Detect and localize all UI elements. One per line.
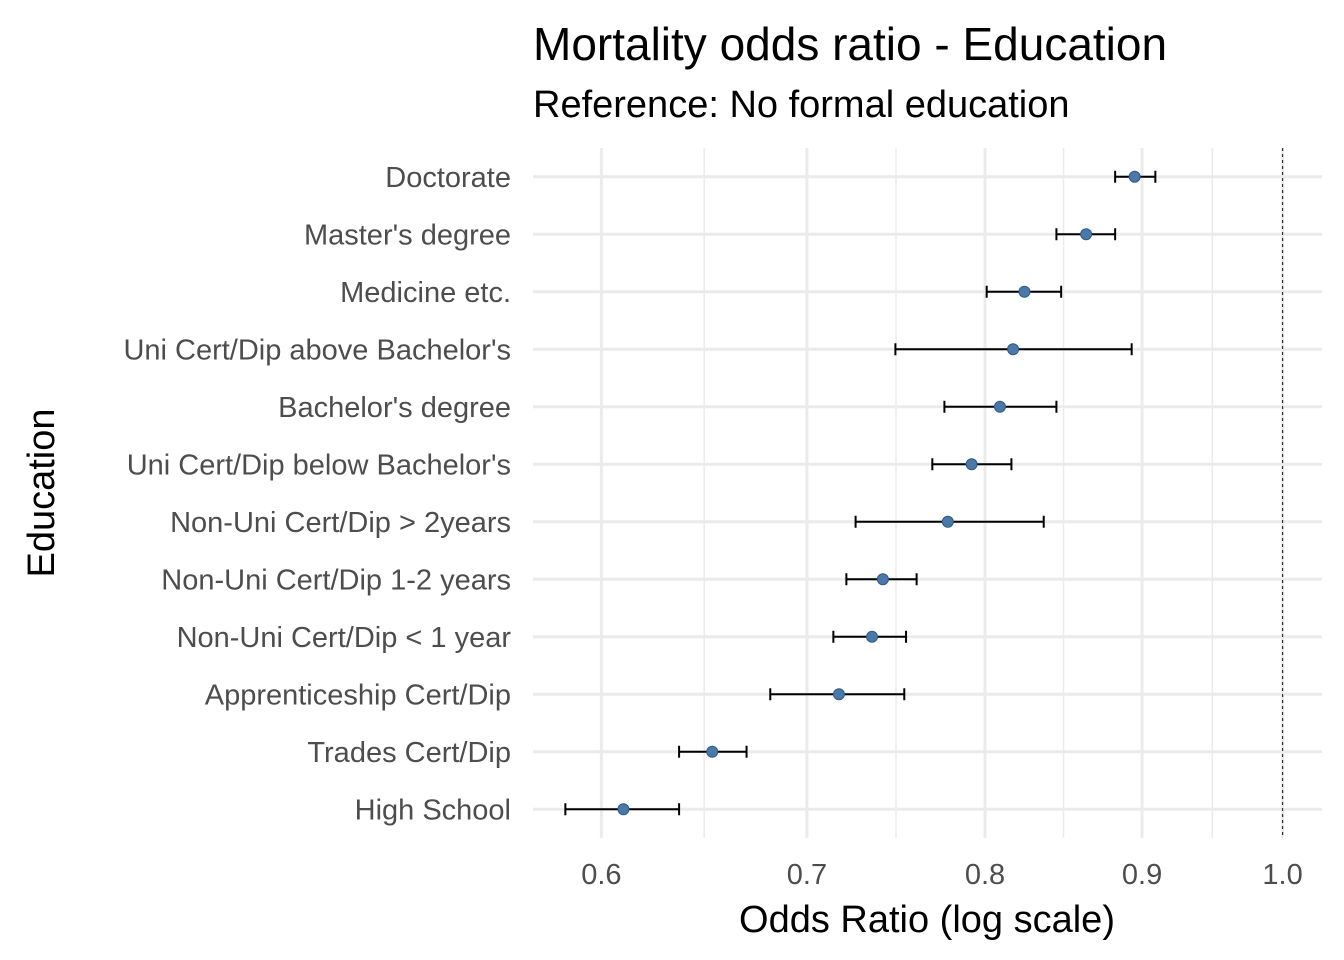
estimate-point [1018, 285, 1031, 298]
estimate-point [993, 400, 1006, 413]
y-tick-label: Master's degree [304, 219, 511, 251]
x-tick-label: 1.0 [1262, 859, 1302, 891]
y-axis-title: Education [21, 408, 63, 577]
x-tick-label: 0.9 [1122, 859, 1162, 891]
estimate-point [876, 573, 889, 586]
y-tick-label: Medicine etc. [340, 277, 511, 309]
estimate-point [832, 688, 845, 701]
x-tick-label: 0.7 [787, 859, 827, 891]
plot-area: Doctorate Master's degree Medicine etc. Uni… [123, 148, 1322, 891]
estimate-point [706, 745, 719, 758]
estimate-point [866, 630, 879, 643]
chart-title: Mortality odds ratio - Education [533, 18, 1167, 70]
y-tick-label: Non-Uni Cert/Dip > 2years [170, 507, 511, 539]
y-tick-label: Bachelor's degree [278, 392, 511, 424]
estimate-point [617, 803, 630, 816]
x-tick-label: 0.6 [581, 859, 621, 891]
y-tick-label: Trades Cert/Dip [307, 737, 511, 769]
estimate-point [1128, 170, 1141, 183]
estimate-point [1080, 228, 1093, 241]
estimate-point [941, 515, 954, 528]
estimate-point [965, 458, 978, 471]
y-tick-label: Apprenticeship Cert/Dip [205, 679, 511, 711]
chart-subtitle: Reference: No formal education [533, 84, 1070, 126]
x-tick-label: 0.8 [965, 859, 1005, 891]
estimate-point [1007, 343, 1020, 356]
y-tick-label: Non-Uni Cert/Dip 1-2 years [161, 564, 511, 596]
y-tick-label: Non-Uni Cert/Dip < 1 year [177, 622, 512, 654]
y-tick-label: Uni Cert/Dip above Bachelor's [123, 334, 511, 366]
y-tick-label: Uni Cert/Dip below Bachelor's [127, 449, 511, 481]
y-tick-label: Doctorate [385, 162, 511, 194]
y-tick-label: High School [355, 794, 511, 826]
x-axis-title: Odds Ratio (log scale) [739, 899, 1115, 941]
